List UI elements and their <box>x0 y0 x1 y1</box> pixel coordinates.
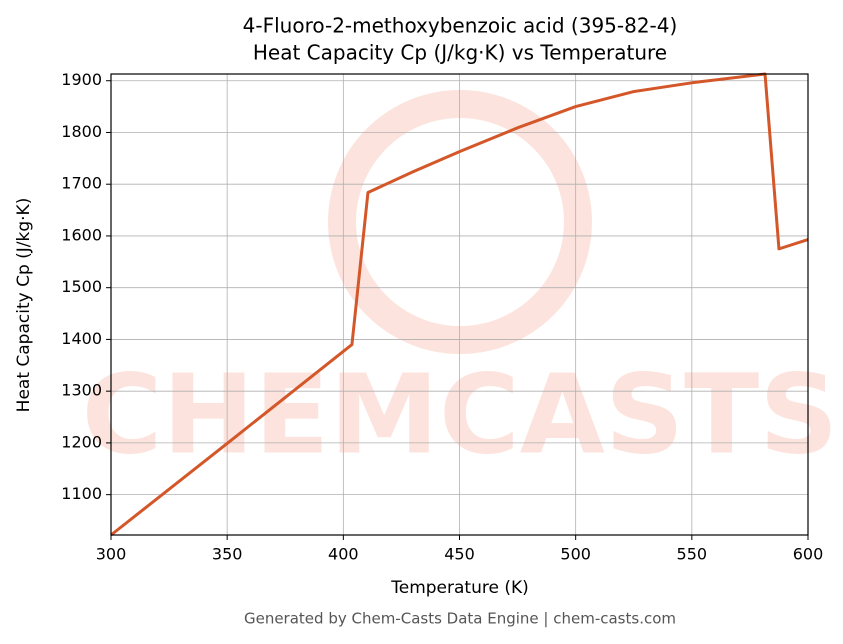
x-tick-label: 550 <box>677 545 708 564</box>
x-tick-label: 600 <box>793 545 824 564</box>
x-axis-label: Temperature (K) <box>390 578 529 598</box>
y-tick-label: 1300 <box>61 381 102 400</box>
y-tick-label: 1800 <box>61 122 102 141</box>
watermark-logo <box>328 90 592 354</box>
y-axis-label: Heat Capacity Cp (J/kg·K) <box>14 198 34 413</box>
x-tick-label: 500 <box>560 545 591 564</box>
chart-title: 4-Fluoro-2-methoxybenzoic acid (395-82-4… <box>243 14 678 38</box>
y-tick-label: 1900 <box>61 70 102 89</box>
y-tick-label: 1600 <box>61 225 102 244</box>
y-tick-label: 1500 <box>61 277 102 296</box>
y-tick-label: 1700 <box>61 174 102 193</box>
y-tick-label: 1400 <box>61 329 102 348</box>
y-tick-label: 1200 <box>61 432 102 451</box>
footer: Generated by Chem-Casts Data Engine | ch… <box>244 610 676 628</box>
chart-subtitle: Heat Capacity Cp (J/kg·K) vs Temperature <box>253 41 667 65</box>
x-tick-label: 400 <box>328 545 359 564</box>
y-tick-label: 1100 <box>61 484 102 503</box>
x-tick-label: 350 <box>212 545 243 564</box>
watermark: CHEMCASTS <box>82 350 839 478</box>
plot-frame <box>110 73 809 536</box>
x-tick-label: 450 <box>444 545 475 564</box>
x-tick-label: 300 <box>96 545 127 564</box>
